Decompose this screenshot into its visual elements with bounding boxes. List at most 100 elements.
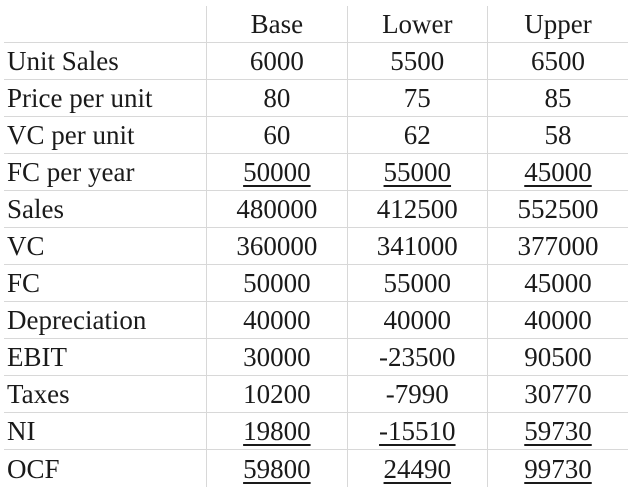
- cell-value: 50000: [243, 268, 311, 299]
- cell-lower: -7990: [346, 375, 488, 413]
- cell-base: 59800: [206, 449, 348, 487]
- cell-lower: -15510: [346, 412, 488, 450]
- table-row: VC 360000 341000 377000: [4, 227, 628, 265]
- cell-value: 40000: [243, 305, 311, 336]
- cell-value: 6500: [531, 46, 585, 77]
- cell-base: 19800: [206, 412, 348, 450]
- column-header-base: Base: [206, 6, 348, 43]
- cell-value: 30770: [524, 379, 592, 410]
- table-row: Price per unit 80 75 85: [4, 79, 628, 117]
- scenario-table: Base Lower Upper Unit Sales 6000 5500 6500 P…: [4, 6, 628, 487]
- cell-upper: 58: [487, 116, 628, 154]
- cell-upper: 59730: [487, 412, 628, 450]
- cell-value: 75: [403, 83, 431, 114]
- scenario-analysis-sheet: Base Lower Upper Unit Sales 6000 5500 6500 P…: [4, 6, 628, 494]
- cell-upper: 6500: [487, 42, 628, 80]
- cell-value: 59800: [243, 453, 311, 484]
- table-row: Sales 480000 412500 552500: [4, 190, 628, 228]
- cell-value: 40000: [524, 305, 592, 336]
- cell-value: 24490: [383, 453, 452, 484]
- cell-value: 80: [263, 83, 291, 114]
- row-label: NI: [4, 412, 207, 450]
- cell-value: 59730: [524, 416, 592, 447]
- cell-value: 85: [544, 83, 572, 114]
- cell-value: -15510: [379, 416, 456, 447]
- cell-upper: 99730: [487, 449, 628, 487]
- cell-base: 60: [206, 116, 348, 154]
- cell-lower: 40000: [346, 301, 488, 339]
- column-header-lower: Lower: [346, 6, 488, 43]
- cell-value: 6000: [249, 46, 304, 77]
- cell-lower: 75: [346, 79, 488, 117]
- row-label: EBIT: [4, 338, 207, 376]
- cell-value: 45000: [524, 157, 592, 188]
- cell-value: 62: [403, 120, 431, 151]
- cell-base: 50000: [206, 153, 348, 191]
- cell-upper: 45000: [487, 264, 628, 302]
- cell-value: 55000: [383, 268, 452, 299]
- cell-value: -7990: [385, 379, 449, 410]
- cell-base: 6000: [206, 42, 348, 80]
- cell-value: 412500: [376, 194, 458, 225]
- row-label: Price per unit: [4, 79, 207, 117]
- cell-lower: -23500: [346, 338, 488, 376]
- row-label: VC: [4, 227, 207, 265]
- cell-lower: 55000: [346, 153, 488, 191]
- row-label: OCF: [4, 449, 207, 487]
- cell-value: 377000: [517, 231, 599, 262]
- table-row: FC per year 50000 55000 45000: [4, 153, 628, 191]
- row-label: Sales: [4, 190, 207, 228]
- corner-cell: [4, 6, 207, 43]
- row-label: Unit Sales: [4, 42, 207, 80]
- cell-value: 480000: [236, 194, 318, 225]
- cell-upper: 30770: [487, 375, 628, 413]
- row-label: VC per unit: [4, 116, 207, 154]
- table-row: EBIT 30000 -23500 90500: [4, 338, 628, 376]
- table-row: Taxes 10200 -7990 30770: [4, 375, 628, 413]
- cell-value: 90500: [524, 342, 592, 373]
- cell-value: 40000: [383, 305, 452, 336]
- cell-value: 360000: [236, 231, 318, 262]
- cell-upper: 40000: [487, 301, 628, 339]
- cell-value: 341000: [376, 231, 458, 262]
- cell-base: 360000: [206, 227, 348, 265]
- cell-upper: 45000: [487, 153, 628, 191]
- cell-base: 480000: [206, 190, 348, 228]
- cell-lower: 341000: [346, 227, 488, 265]
- cell-base: 80: [206, 79, 348, 117]
- table-row: Depreciation 40000 40000 40000: [4, 301, 628, 339]
- cell-lower: 55000: [346, 264, 488, 302]
- cell-value: 5500: [390, 46, 445, 77]
- cell-value: 30000: [243, 342, 311, 373]
- column-header-upper: Upper: [487, 6, 628, 43]
- row-label: Taxes: [4, 375, 207, 413]
- cell-value: 50000: [243, 157, 311, 188]
- cell-value: 60: [263, 120, 291, 151]
- cell-upper: 90500: [487, 338, 628, 376]
- cell-base: 30000: [206, 338, 348, 376]
- header-row: Base Lower Upper: [4, 6, 628, 43]
- row-label: FC: [4, 264, 207, 302]
- cell-lower: 5500: [346, 42, 488, 80]
- table-row: NI 19800 -15510 59730: [4, 412, 628, 450]
- cell-base: 10200: [206, 375, 348, 413]
- cell-value: 58: [544, 120, 572, 151]
- cell-upper: 552500: [487, 190, 628, 228]
- table-row: Unit Sales 6000 5500 6500: [4, 42, 628, 80]
- cell-base: 40000: [206, 301, 348, 339]
- row-label: FC per year: [4, 153, 207, 191]
- cell-value: 55000: [383, 157, 452, 188]
- cell-value: 99730: [524, 453, 592, 484]
- cell-upper: 377000: [487, 227, 628, 265]
- cell-lower: 412500: [346, 190, 488, 228]
- cell-value: 10200: [243, 379, 311, 410]
- cell-lower: 62: [346, 116, 488, 154]
- row-label: Depreciation: [4, 301, 207, 339]
- cell-base: 50000: [206, 264, 348, 302]
- table-row: VC per unit 60 62 58: [4, 116, 628, 154]
- cell-lower: 24490: [346, 449, 488, 487]
- cell-upper: 85: [487, 79, 628, 117]
- cell-value: -23500: [379, 342, 456, 373]
- table-row: OCF 59800 24490 99730: [4, 449, 628, 487]
- cell-value: 45000: [524, 268, 592, 299]
